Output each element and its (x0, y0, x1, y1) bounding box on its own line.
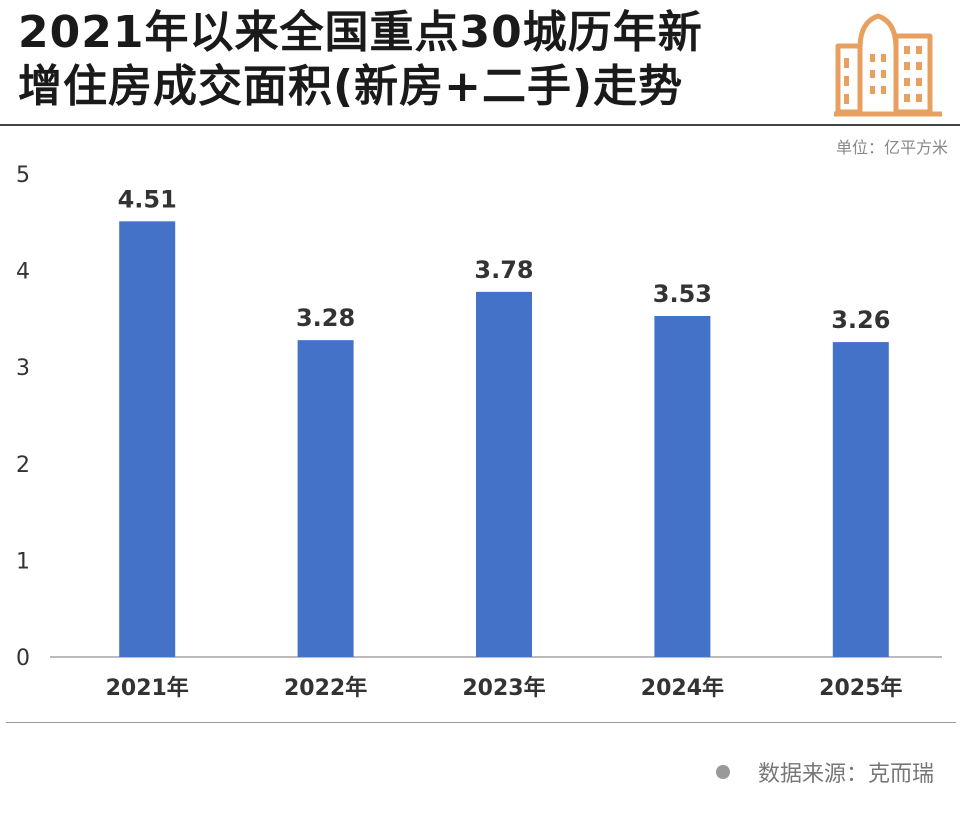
source-text: 数据来源：克而瑞 (757, 762, 934, 787)
data-label: 4.51 (118, 185, 177, 213)
bar (654, 316, 711, 657)
title-line-1: 2021年以来全国重点30城历年新 (18, 7, 703, 58)
unit-label: 单位：亿平方米 (835, 138, 948, 157)
x-tick-label: 2025年 (819, 675, 902, 701)
bullet-icon (715, 765, 730, 779)
x-tick-label: 2023年 (462, 675, 545, 701)
y-tick-label: 1 (16, 549, 30, 574)
footer-divider (6, 722, 956, 723)
y-tick-label: 5 (16, 163, 30, 188)
bar (832, 342, 889, 657)
title-line-2: 增住房成交面积(新房+二手)走势 (18, 61, 684, 112)
page-title: 2021年以来全国重点30城历年新 增住房成交面积(新房+二手)走势 (18, 6, 828, 114)
bar (119, 221, 176, 658)
data-label: 3.26 (831, 306, 890, 334)
buildings-icon (834, 13, 942, 117)
y-tick-label: 2 (16, 453, 30, 478)
x-tick-label: 2022年 (284, 675, 367, 701)
y-tick-label: 0 (16, 646, 30, 671)
header-divider (0, 124, 960, 126)
x-tick-label: 2021年 (106, 675, 189, 701)
x-tick-label: 2024年 (641, 675, 724, 701)
bar-chart: 0 1 2 3 4 5 4.51 2021年 3.28 2022年 3.78 2023年 3.53 202… (16, 163, 942, 701)
data-source: 数据来源：克而瑞 (715, 756, 934, 788)
data-label: 3.78 (474, 256, 533, 284)
y-tick-label: 4 (16, 260, 30, 285)
data-label: 3.53 (653, 280, 712, 308)
bar (297, 340, 354, 657)
y-tick-label: 3 (16, 356, 30, 381)
data-label: 3.28 (296, 304, 355, 332)
bar (476, 291, 532, 657)
